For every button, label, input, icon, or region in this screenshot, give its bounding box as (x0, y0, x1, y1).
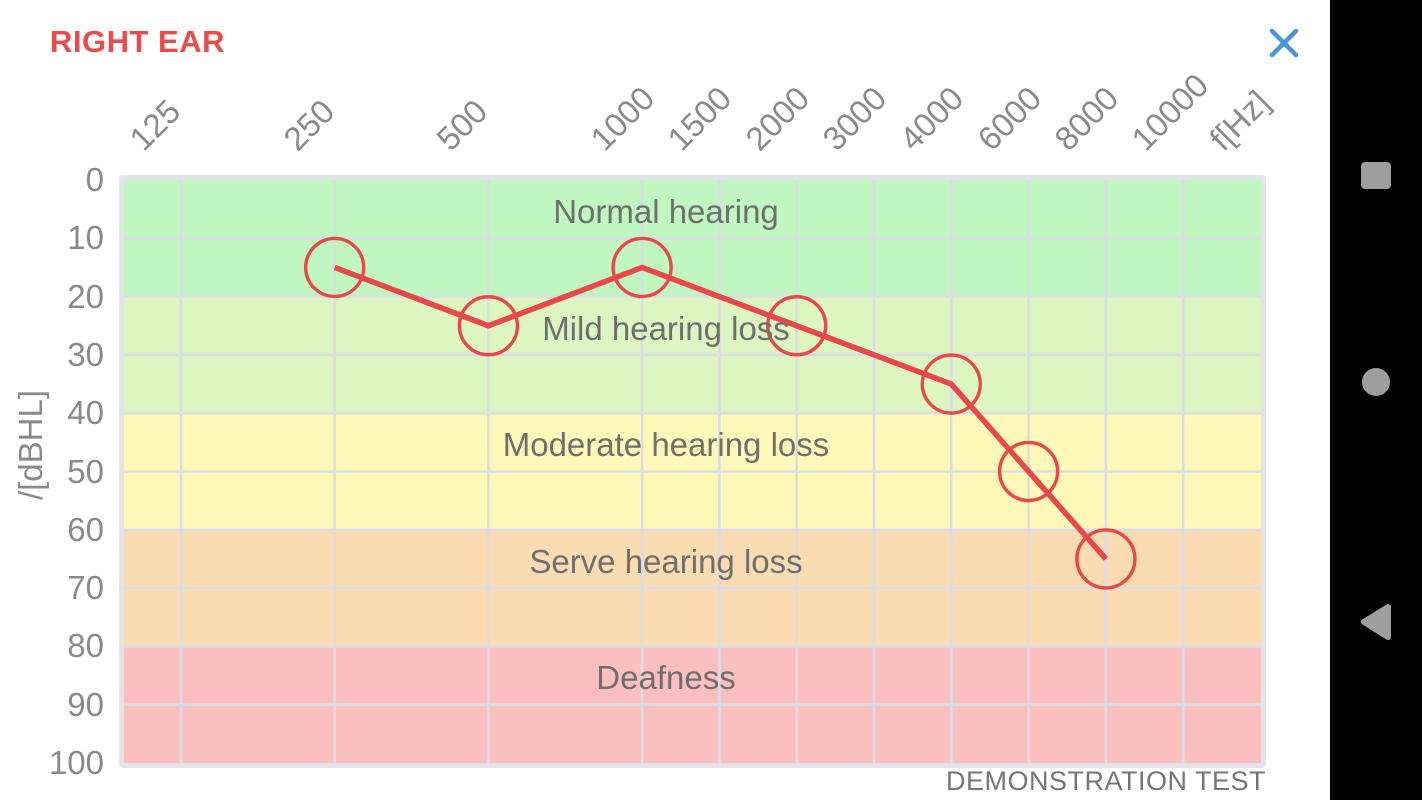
close-button[interactable] (1266, 25, 1302, 61)
band-label: Moderate hearing loss (124, 425, 1208, 465)
recents-button[interactable] (1330, 145, 1422, 205)
audiogram-app-window: RIGHT EAR 125250500100015002000300040006… (0, 0, 1422, 800)
y-tick-0: 0 (0, 160, 104, 200)
demo-note: DEMONSTRATION TEST (119, 766, 1266, 797)
band-label: Serve hearing loss (124, 542, 1208, 582)
home-button[interactable] (1330, 352, 1422, 412)
band-label: Mild hearing loss (124, 309, 1208, 349)
y-axis-title: /[dBHL] (11, 345, 51, 545)
android-nav-bar (1330, 0, 1422, 800)
page-title: RIGHT EAR (50, 24, 225, 60)
y-tick-90: 90 (0, 685, 104, 725)
circle-icon (1362, 368, 1390, 396)
y-tick-100: 100 (0, 743, 104, 783)
audiogram-plot-area[interactable]: Normal hearing Mild hearing loss Moderate … (119, 175, 1266, 768)
band-label: Normal hearing (124, 192, 1208, 232)
y-tick-80: 80 (0, 626, 104, 666)
back-button[interactable] (1330, 592, 1422, 652)
square-icon (1361, 162, 1391, 189)
y-tick-70: 70 (0, 568, 104, 608)
band-label: Deafness (124, 658, 1208, 698)
close-icon (1266, 25, 1302, 61)
y-tick-20: 20 (0, 277, 104, 317)
triangle-icon (1359, 602, 1393, 642)
y-tick-10: 10 (0, 218, 104, 258)
